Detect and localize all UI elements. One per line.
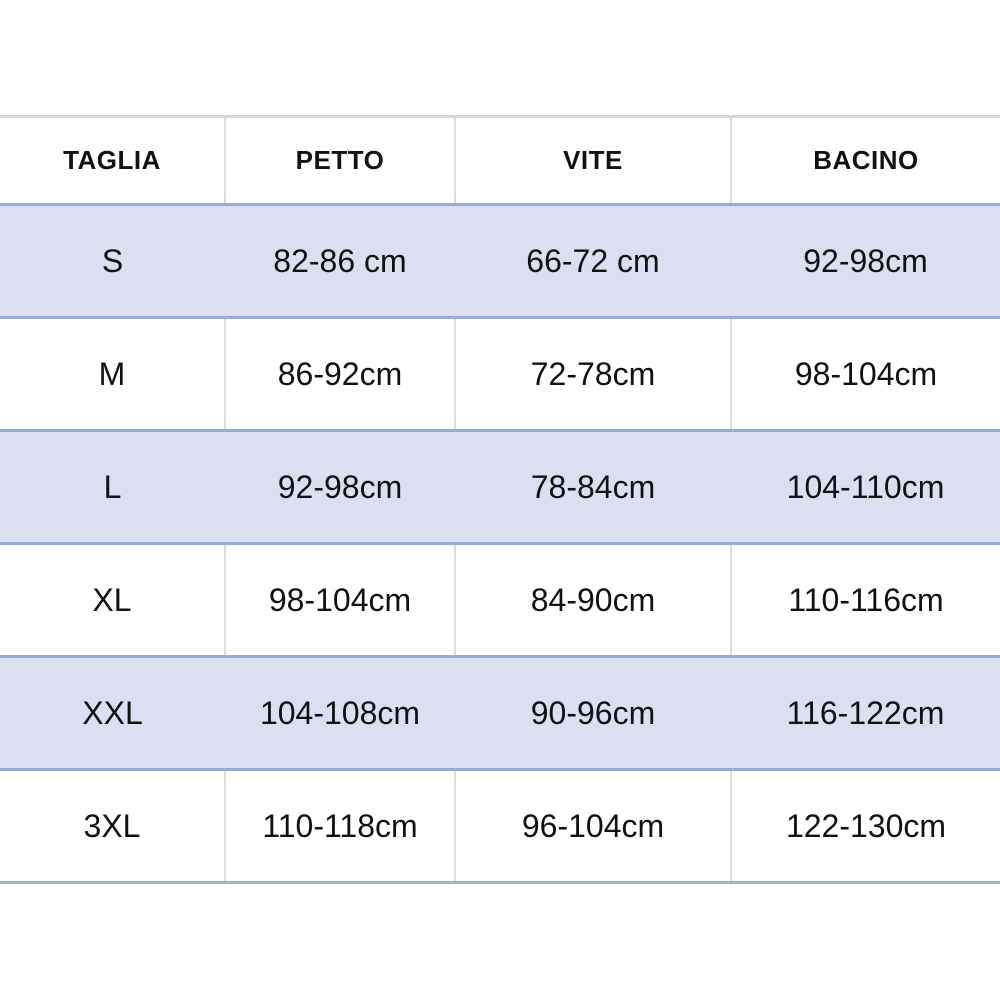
cell-l-vite: 78-84cm: [455, 430, 731, 544]
cell-xxl-size: XXL: [0, 656, 225, 770]
cell-xl-bacino: 110-116cm: [731, 543, 1000, 657]
row-s: S 82-86 cm 66-72 cm 92-98cm: [0, 204, 1000, 318]
cell-xxl-petto: 104-108cm: [225, 656, 455, 770]
cell-l-bacino: 104-110cm: [731, 430, 1000, 544]
cell-m-size: M: [0, 317, 226, 431]
column-header-bacino: BACINO: [731, 115, 1000, 205]
cell-l-petto: 92-98cm: [225, 430, 455, 544]
cell-s-vite: 66-72 cm: [455, 204, 731, 318]
row-m: M 86-92cm 72-78cm 98-104cm: [0, 317, 1000, 431]
column-header-vite: VITE: [455, 115, 732, 205]
cell-m-petto: 86-92cm: [225, 317, 456, 431]
cell-3xl-vite: 96-104cm: [455, 769, 732, 883]
cell-m-bacino: 98-104cm: [731, 317, 1000, 431]
cell-m-vite: 72-78cm: [455, 317, 732, 431]
cell-xxl-bacino: 116-122cm: [731, 656, 1000, 770]
cell-3xl-bacino: 122-130cm: [731, 769, 1000, 883]
cell-s-petto: 82-86 cm: [225, 204, 455, 318]
cell-3xl-size: 3XL: [0, 769, 226, 883]
row-3xl: 3XL 110-118cm 96-104cm 122-130cm: [0, 769, 1000, 883]
cell-xl-petto: 98-104cm: [225, 543, 456, 657]
row-xl: XL 98-104cm 84-90cm 110-116cm: [0, 543, 1000, 657]
row-l: L 92-98cm 78-84cm 104-110cm: [0, 430, 1000, 544]
cell-3xl-petto: 110-118cm: [225, 769, 456, 883]
cell-s-size: S: [0, 204, 225, 318]
column-header-petto: PETTO: [225, 115, 456, 205]
row-xxl: XXL 104-108cm 90-96cm 116-122cm: [0, 656, 1000, 770]
cell-xxl-vite: 90-96cm: [455, 656, 731, 770]
cell-s-bacino: 92-98cm: [731, 204, 1000, 318]
cell-xl-vite: 84-90cm: [455, 543, 732, 657]
size-chart-table: TAGLIA PETTO VITE BACINO S 82-86 cm 66-7…: [0, 115, 1000, 884]
cell-xl-size: XL: [0, 543, 226, 657]
cell-l-size: L: [0, 430, 225, 544]
column-header-taglia: TAGLIA: [0, 115, 226, 205]
header-row: TAGLIA PETTO VITE BACINO: [0, 115, 1000, 205]
